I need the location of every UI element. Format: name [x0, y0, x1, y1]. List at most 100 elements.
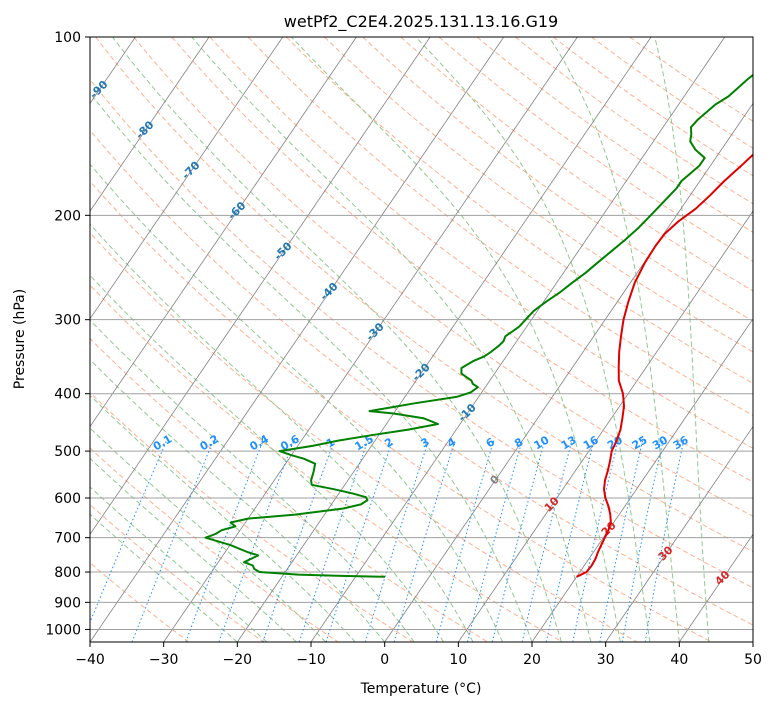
x-tick-label: −30: [149, 652, 179, 668]
mixing-ratio-line: [131, 440, 214, 642]
y-tick-label: 700: [54, 531, 81, 547]
isotherm: [90, 37, 210, 212]
moist-adiabat: [90, 274, 445, 642]
isotherm: [90, 37, 357, 428]
dry-adiabat: [90, 232, 638, 642]
moist-adiabat-label: 10: [542, 494, 562, 514]
isotherm: [679, 533, 753, 642]
x-tick-label: −10: [296, 652, 326, 668]
moist-adiabat: [548, 37, 680, 642]
dry-adiabat: [514, 37, 753, 205]
isotherm-label: -40: [317, 280, 340, 303]
dry-adiabat: [247, 37, 753, 417]
mixing-ratio-label: 8: [512, 435, 525, 450]
mixing-ratio-line: [467, 440, 523, 642]
dry-adiabat: [90, 447, 339, 642]
x-tick-label: −40: [75, 652, 105, 668]
mixing-ratio-line: [393, 440, 456, 642]
sounding-series: [204, 73, 753, 578]
mixing-ratio-label: 10: [532, 433, 552, 452]
isotherm: [90, 37, 505, 642]
mixing-ratio-label: 30: [650, 433, 670, 452]
mixing-ratio-line: [644, 440, 685, 642]
isotherm: [531, 318, 753, 642]
dry-adiabat: [209, 37, 753, 449]
moist-adiabat: [291, 37, 621, 642]
mixing-ratio-label: 25: [630, 433, 650, 452]
mixing-ratio-label: 4: [445, 435, 458, 450]
dewpoint-line: [204, 73, 753, 578]
moist-adiabat: [112, 37, 562, 642]
dry-adiabat: [133, 37, 753, 517]
dry-adiabat: [90, 391, 414, 642]
moist-adiabat: [90, 223, 474, 642]
moist-adiabat-label: 40: [712, 568, 732, 588]
isopleth-labels: 0.1 0.2 0.4 0.6 1 1.5 2 3 4 6 8 10 13 16 20 25 30 36-100-…: [87, 78, 733, 588]
mixing-ratio-line: [435, 440, 495, 642]
dry-adiabat: [438, 37, 753, 262]
x-tick-label: 30: [597, 652, 615, 668]
x-axis: −40 −30 −20 −10 0 10 20 30 40 50: [75, 642, 762, 668]
isotherm-label: -30: [363, 320, 386, 343]
y-tick-label: 200: [54, 208, 81, 224]
mixing-ratio-label: 0.4: [248, 432, 272, 453]
isotherm: [310, 37, 726, 642]
dry-adiabat: [476, 37, 753, 233]
mixing-ratio-line: [545, 440, 595, 642]
moist-adiabat: [90, 513, 238, 642]
isotherm: [237, 37, 652, 642]
chart-title: wetPf2_C2E4.2025.131.13.16.G19: [284, 12, 558, 32]
isotherm: [605, 425, 753, 642]
dry-adiabat: [90, 284, 563, 642]
dry-adiabat: [171, 37, 753, 483]
dry-adiabat: [553, 37, 753, 177]
mixing-ratio-line: [218, 440, 295, 642]
mixing-ratio-line: [90, 440, 168, 624]
isotherm: [384, 102, 753, 642]
mixing-ratio-line: [572, 440, 619, 642]
dry-adiabat: [90, 337, 488, 642]
mixing-ratio-line: [599, 440, 644, 642]
moist-adiabat: [90, 394, 356, 642]
moist-adiabat: [90, 457, 297, 642]
isotherm: [90, 37, 431, 535]
x-tick-label: 0: [380, 652, 389, 668]
y-axis-label: Pressure (hPa): [12, 289, 28, 389]
grid-layer: [90, 37, 753, 642]
dry-adiabat: [324, 37, 753, 353]
mixing-ratio-label: 2: [382, 435, 395, 450]
y-tick-label: 500: [54, 444, 81, 460]
moist-adiabat: [90, 92, 533, 642]
y-tick-label: 900: [54, 595, 81, 611]
mixing-ratio-line: [491, 440, 546, 642]
mixing-ratio-line: [364, 440, 429, 642]
moist-adiabat: [654, 37, 710, 642]
moist-adiabat: [90, 319, 415, 642]
dry-adiabat: [591, 37, 753, 149]
dry-adiabat: [90, 180, 712, 642]
mixing-ratio-label: 13: [559, 433, 579, 452]
dry-adiabat: [90, 129, 753, 626]
isotherm-label: -90: [87, 78, 110, 101]
mixing-ratio-label: 36: [671, 433, 691, 452]
y-tick-label: 100: [54, 30, 81, 46]
plot-frame: [89, 36, 754, 643]
isotherm: [90, 37, 284, 320]
mixing-ratio-label: 16: [581, 433, 601, 452]
isotherm-label: -60: [225, 199, 248, 222]
dry-adiabat: [400, 37, 753, 292]
mixing-ratio-label: 3: [418, 435, 431, 450]
dry-adiabat: [90, 562, 190, 642]
moist-adiabat: [90, 486, 268, 642]
mixing-ratio-line: [325, 440, 393, 642]
x-axis-label: Temperature (°C): [360, 681, 482, 697]
isotherm-label: -80: [133, 118, 156, 141]
dry-adiabat: [362, 37, 753, 322]
dry-adiabat: [285, 37, 753, 384]
y-tick-label: 300: [54, 313, 81, 329]
x-tick-label: 20: [523, 652, 541, 668]
x-tick-label: 10: [449, 652, 467, 668]
moist-adiabat: [90, 427, 327, 642]
y-tick-label: 1000: [45, 622, 81, 638]
